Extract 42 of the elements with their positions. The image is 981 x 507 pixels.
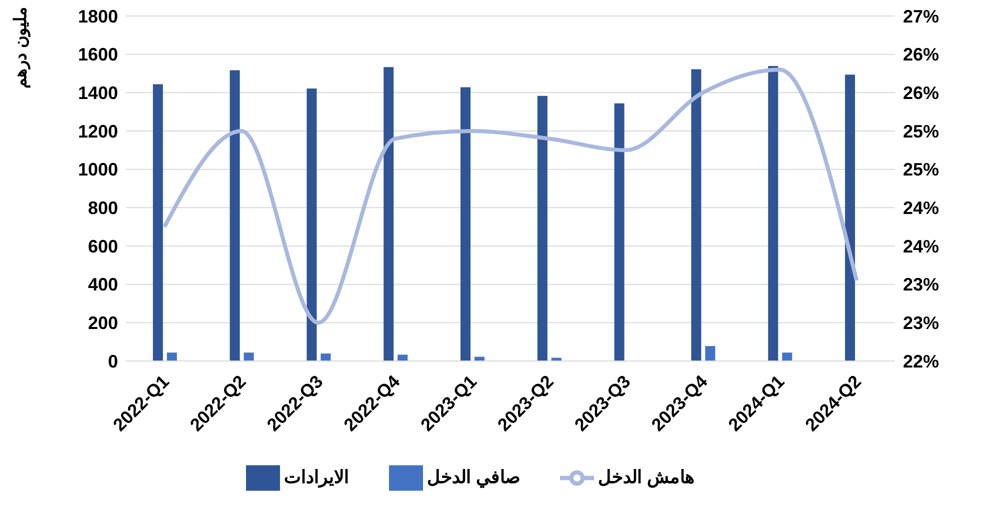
- y2-tick-label: 22%: [903, 351, 940, 372]
- bar: [320, 354, 331, 361]
- y2-tick-label: 27%: [903, 6, 940, 26]
- y-axis-title: مليون درهم: [11, 6, 32, 88]
- y-tick-label: 1600: [78, 44, 118, 65]
- legend-label: هامش الدخل: [598, 466, 696, 487]
- y2-tick-label: 24%: [903, 198, 940, 218]
- y-tick-label: 0: [108, 351, 118, 372]
- legend-label: صافي الدخل: [426, 466, 520, 487]
- bar: [398, 354, 408, 361]
- y-tick-label: 200: [88, 313, 118, 334]
- bar: [614, 103, 624, 361]
- y-tick-label: 1200: [78, 121, 118, 142]
- y-tick-label: 600: [88, 236, 118, 256]
- y-tick-label: 1400: [78, 83, 118, 104]
- bar: [460, 87, 471, 361]
- line-series: [162, 68, 859, 325]
- bar: [230, 70, 240, 361]
- bar: [845, 74, 856, 361]
- y2-tick-label: 23%: [903, 313, 940, 334]
- y2-tick-label: 25%: [903, 160, 940, 180]
- legend-label: الايرادات: [284, 466, 349, 487]
- bar: [384, 67, 394, 361]
- bar: [768, 66, 778, 361]
- y2-tick-label: 26%: [903, 44, 940, 65]
- y2-tick-label: 25%: [903, 121, 940, 142]
- y2-tick-label: 26%: [903, 83, 940, 104]
- bar: [551, 358, 562, 361]
- y-tick-label: 1800: [78, 6, 118, 26]
- y-tick-label: 800: [88, 198, 118, 218]
- y-tick-label: 1000: [78, 160, 118, 180]
- y2-tick-label: 23%: [903, 274, 940, 295]
- bar: [166, 352, 177, 361]
- bar: [152, 84, 163, 361]
- bar: [782, 352, 792, 361]
- bar: [306, 88, 317, 361]
- bar: [691, 69, 702, 361]
- y2-tick-label: 24%: [903, 236, 940, 256]
- bar: [244, 352, 254, 361]
- bar: [705, 346, 716, 361]
- y-tick-label: 400: [88, 274, 118, 295]
- bar: [537, 96, 548, 361]
